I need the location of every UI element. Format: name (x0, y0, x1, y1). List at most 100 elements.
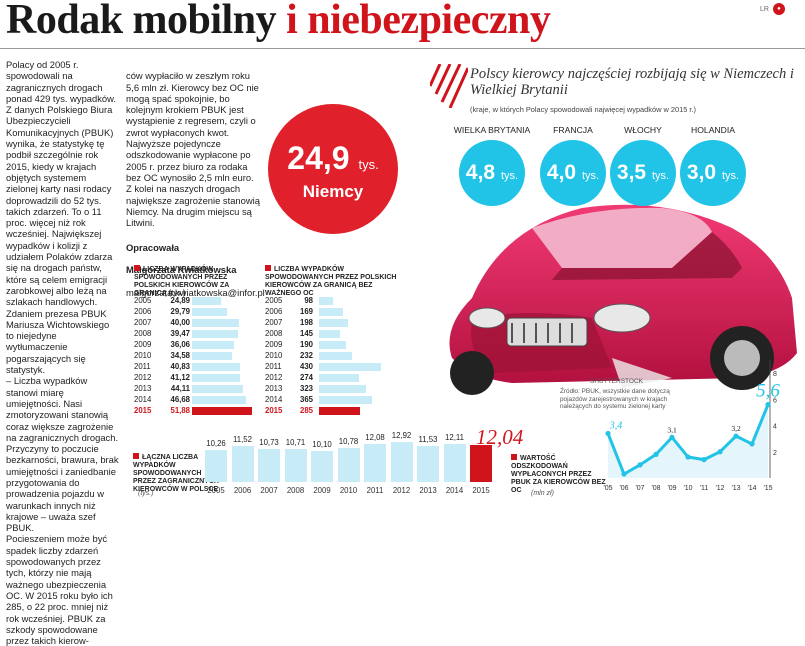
chart-bar (319, 396, 372, 404)
country-value: 3,5 (616, 161, 647, 184)
chart-bar-row: 2010 232 (265, 351, 400, 360)
byline-label: Opracowała (126, 241, 180, 253)
chart-category-label: 2014 (265, 395, 283, 404)
chart2-title: LICZBA WYPADKÓW SPOWODOWANYCH PRZEZ POLS… (265, 265, 397, 298)
chart-bar (192, 374, 240, 382)
chart-column (337, 448, 360, 482)
chart-column (311, 450, 333, 482)
chart-category-label: 2014 (445, 486, 464, 495)
chart-bar-row: 2009 36,06 (134, 340, 260, 349)
chart-y-tick: 4 (773, 424, 777, 431)
chart-value-label: 12,92 (391, 430, 412, 440)
chart-point (701, 457, 707, 463)
crashed-car-illustration (449, 204, 797, 395)
chart-category-label: 2011 (134, 362, 151, 371)
chart-bar-row: 2006 169 (265, 307, 400, 316)
chart-value-label: 29,79 (170, 307, 190, 316)
chart-x-tick: '10 (683, 485, 692, 492)
chart-x-tick: '12 (715, 485, 724, 492)
country-label: HOLANDIA (691, 125, 735, 135)
chart-point (749, 441, 755, 447)
section-label: LR (760, 5, 769, 13)
chart-bar-row: 2010 34,58 (134, 351, 260, 360)
chart-bar-row: 2012 274 (265, 373, 400, 382)
chart-bar (319, 407, 361, 415)
chart-bar-row: 2015 285 (265, 406, 400, 415)
country-label: FRANCJA (553, 125, 593, 135)
chart-category-label: 2008 (286, 486, 305, 495)
article-column-2-text: ców wypłaciło w zeszłym roku 5,6 mln zł.… (126, 70, 260, 229)
chart1-bars: 2005 24,89 2006 29,79 2007 40,00 2008 39,47 2009… (134, 296, 260, 416)
chart-value-label: 11,52 (233, 435, 252, 445)
chart-bar-row: 2011 430 (265, 362, 400, 371)
chart-bar (192, 319, 239, 327)
chart-category-label: 2013 (265, 384, 283, 393)
chart-bar-row: 2011 40,83 (134, 362, 260, 371)
chart-category-label: 2007 (265, 318, 283, 327)
chart-value-label: 41,12 (170, 373, 190, 382)
chart-column (284, 448, 307, 482)
chart-bar-row: 2008 39,47 (134, 329, 260, 338)
chart-category-label: 2012 (134, 373, 152, 382)
chart-point (653, 451, 659, 457)
square-marker-icon (133, 453, 139, 459)
chart-column (417, 446, 439, 482)
article-column-2: ców wypłaciło w zeszłym roku 5,6 mln zł.… (126, 59, 265, 310)
chart-value-label: 3,2 (731, 424, 741, 433)
chart-value-label: 169 (299, 307, 313, 316)
country-value: 4,0 (546, 161, 577, 184)
chart-bar (319, 308, 344, 316)
chart-bar (192, 407, 253, 415)
chart-column (231, 446, 254, 482)
chart-y-tick: 2 (773, 450, 777, 457)
country-value-circle: 3,5 tys. (610, 140, 676, 206)
chart-value-label: 190 (299, 340, 313, 349)
chart-bar-row: 2009 190 (265, 340, 400, 349)
chart-bar-row: 2013 44,11 (134, 384, 260, 393)
chart-point (669, 434, 675, 440)
countries-note: (kraje, w których Polacy spowodowali naj… (470, 105, 696, 114)
chart2-title-text: LICZBA WYPADKÓW SPOWODOWANYCH PRZEZ POLS… (265, 266, 397, 297)
chart-point (717, 449, 723, 455)
chart-value-label: 10,73 (259, 437, 279, 447)
chart-value-label: 430 (299, 362, 313, 371)
chart-category-label: 2005 (134, 296, 152, 305)
chart-value-label: 51,88 (170, 406, 190, 415)
square-marker-icon (134, 265, 140, 271)
chart-bar-row: 2014 365 (265, 395, 400, 404)
chart-value-label: 285 (299, 406, 313, 415)
chart-value-label: 44,11 (170, 384, 190, 393)
chart-x-tick: '07 (635, 485, 644, 492)
chart-value-label: 274 (299, 373, 313, 382)
chart-bar-row: 2006 29,79 (134, 307, 260, 316)
chart-bar (192, 352, 233, 360)
chart-bar (319, 352, 353, 360)
chart-value-label: 232 (299, 351, 313, 360)
chart-value-label: 46,68 (170, 395, 190, 404)
chart-category-label: 2015 (265, 406, 283, 415)
title-dark-part: Rodak mobilny (6, 0, 277, 43)
country-unit: tys. (581, 170, 600, 182)
chart-value-label: 5,6 (756, 381, 780, 402)
chart-x-tick: '13 (731, 485, 740, 492)
chart1-title-text: LICZBA WYPADKÓW SPOWODOWANYCH PRZEZ POLS… (134, 266, 230, 297)
section-marker: LR ● (760, 3, 785, 15)
country-value: 3,0 (686, 161, 717, 184)
chart-bar (319, 341, 347, 349)
chart-point (605, 430, 611, 437)
chart-value-label: 39,47 (170, 329, 190, 338)
top-country-name: Niemcy (302, 182, 364, 201)
chart-bar (319, 385, 366, 393)
chart-bar (192, 396, 247, 404)
chart-value-label: 36,06 (170, 340, 190, 349)
logo-dot-icon: ● (772, 3, 785, 15)
chart-category-label: 2005 (265, 296, 283, 305)
chart-point (733, 433, 739, 439)
chart-point (765, 401, 771, 408)
chart-bar-row: 2005 98 (265, 296, 400, 305)
chart-bar-row: 2012 41,12 (134, 373, 260, 382)
chart-bar (319, 297, 334, 305)
chart-bar-row: 2013 323 (265, 384, 400, 393)
square-marker-icon (511, 454, 517, 460)
countries-title: Polscy kierowcy najczęściej rozbijają si… (470, 66, 794, 98)
